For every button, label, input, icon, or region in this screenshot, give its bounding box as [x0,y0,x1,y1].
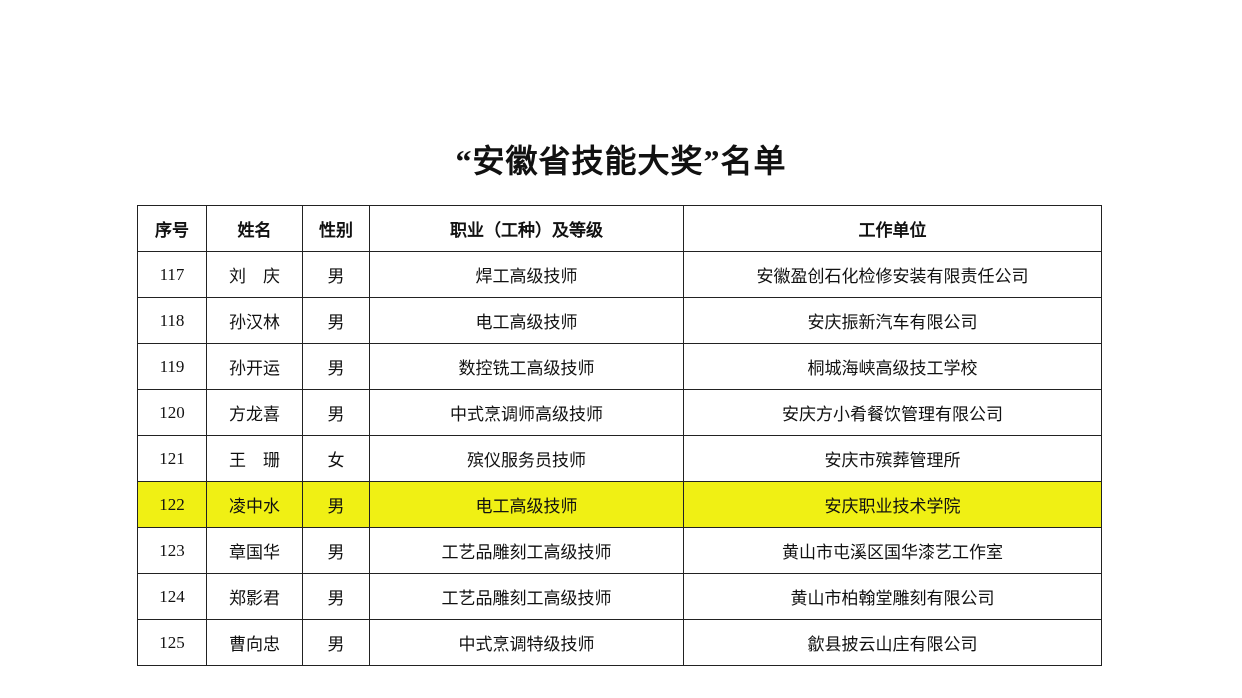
cell-name: 方龙喜 [206,389,303,436]
table-row: 118 孙汉林男电工高级技师 安庆振新汽车有限公司 [137,297,1102,344]
cell-index: 119 [137,343,207,390]
table-row: 123 章国华男工艺品雕刻工高级技师 黄山市屯溪区国华漆艺工作室 [137,527,1102,574]
cell-index: 121 [137,435,207,482]
header-name: 姓名 [206,205,303,252]
cell-gender: 男 [302,251,370,298]
cell-occupation: 工艺品雕刻工高级技师 [369,527,684,574]
cell-workplace: 安庆职业技术学院 [683,481,1102,528]
cell-workplace: 安徽盈创石化检修安装有限责任公司 [683,251,1102,298]
cell-occupation: 电工高级技师 [369,297,684,344]
cell-index: 125 [137,619,207,666]
cell-workplace: 黄山市屯溪区国华漆艺工作室 [683,527,1102,574]
header-workplace: 工作单位 [683,205,1102,252]
cell-name: 曹向忠 [206,619,303,666]
header-occupation: 职业（工种）及等级 [369,205,684,252]
cell-name: 郑影君 [206,573,303,620]
cell-gender: 男 [302,297,370,344]
cell-gender: 男 [302,527,370,574]
table-row: 121 王 珊女殡仪服务员技师 安庆市殡葬管理所 [137,435,1102,482]
cell-index: 122 [137,481,207,528]
header-index: 序号 [137,205,207,252]
cell-index: 118 [137,297,207,344]
cell-occupation: 工艺品雕刻工高级技师 [369,573,684,620]
cell-index: 123 [137,527,207,574]
page-title: “安徽省技能大奖”名单 [455,143,787,179]
table-row: 122 凌中水男电工高级技师 安庆职业技术学院 [137,481,1102,528]
cell-occupation: 中式烹调师高级技师 [369,389,684,436]
cell-name: 凌中水 [206,481,303,528]
cell-gender: 男 [302,389,370,436]
cell-gender: 男 [302,343,370,390]
cell-gender: 女 [302,435,370,482]
cell-occupation: 殡仪服务员技师 [369,435,684,482]
cell-index: 124 [137,573,207,620]
cell-occupation: 中式烹调特级技师 [369,619,684,666]
cell-name: 孙开运 [206,343,303,390]
cell-index: 117 [137,251,207,298]
table-row: 117 刘 庆男焊工高级技师 安徽盈创石化检修安装有限责任公司 [137,251,1102,298]
cell-occupation: 数控铣工高级技师 [369,343,684,390]
table-row: 120 方龙喜男中式烹调师高级技师 安庆方小肴餐饮管理有限公司 [137,389,1102,436]
cell-gender: 男 [302,619,370,666]
cell-occupation: 电工高级技师 [369,481,684,528]
cell-workplace: 黄山市柏翰堂雕刻有限公司 [683,573,1102,620]
cell-workplace: 安庆振新汽车有限公司 [683,297,1102,344]
cell-name: 孙汉林 [206,297,303,344]
cell-name: 章国华 [206,527,303,574]
cell-name: 刘 庆 [206,251,303,298]
table-row: 124 郑影君男工艺品雕刻工高级技师 黄山市柏翰堂雕刻有限公司 [137,573,1102,620]
header-gender: 性别 [302,205,370,252]
table-header-row: 序号 姓名 性别 职业（工种）及等级 工作单位 [137,205,1102,252]
cell-workplace: 安庆市殡葬管理所 [683,435,1102,482]
cell-workplace: 歙县披云山庄有限公司 [683,619,1102,666]
cell-workplace: 安庆方小肴餐饮管理有限公司 [683,389,1102,436]
cell-gender: 男 [302,573,370,620]
table-row: 125 曹向忠男中式烹调特级技师 歙县披云山庄有限公司 [137,619,1102,666]
awards-table: 序号 姓名 性别 职业（工种）及等级 工作单位 117 刘 庆男焊工高级技师 安徽盈… [137,205,1102,666]
cell-name: 王 珊 [206,435,303,482]
table-row: 119 孙开运男数控铣工高级技师 桐城海峡高级技工学校 [137,343,1102,390]
cell-occupation: 焊工高级技师 [369,251,684,298]
cell-gender: 男 [302,481,370,528]
cell-workplace: 桐城海峡高级技工学校 [683,343,1102,390]
cell-index: 120 [137,389,207,436]
